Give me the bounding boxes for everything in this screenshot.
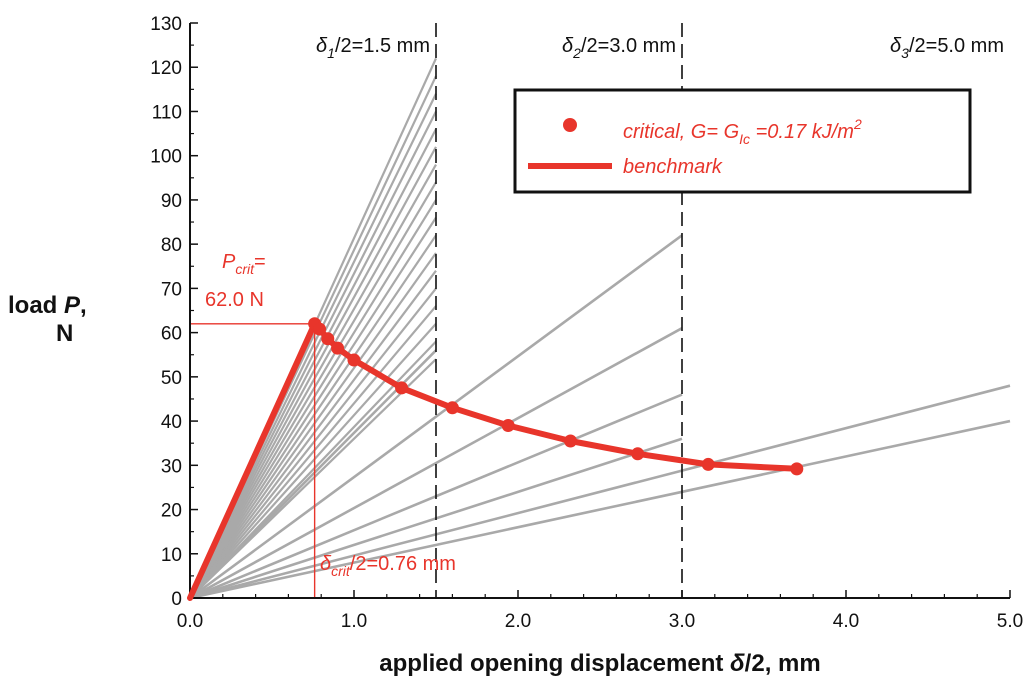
gray-line	[189, 349, 437, 599]
axes-layer: 0 10 20 30 40 50 60 70 80 90 100 110 120 130 0.0 1.0 2.0…	[150, 14, 1023, 632]
gray-line	[189, 323, 437, 599]
benchmark-layer	[187, 317, 804, 601]
y-tick-label: 20	[161, 501, 182, 522]
y-axis-title-line2: N	[56, 320, 73, 347]
y-tick-label: 90	[161, 191, 182, 212]
p-crit-label: Pcrit=	[222, 251, 266, 277]
x-tick-label: 5.0	[997, 611, 1023, 632]
x-tick-label: 4.0	[833, 611, 859, 632]
y-tick-label: 10	[161, 545, 182, 566]
labels-layer: δ1/2=1.5 mm δ2/2=3.0 mm δ3/2=5.0 mm	[316, 35, 1004, 61]
x-axis-title: applied opening displacement δ/2, mm	[379, 650, 820, 677]
x-tick-label: 2.0	[505, 611, 531, 632]
gray-line	[189, 181, 437, 599]
gray-line	[189, 163, 437, 599]
critical-point	[347, 353, 361, 367]
critical-point	[313, 322, 327, 336]
legend: critical, G= GIc =0.17 kJ/m2 benchmark	[513, 88, 972, 194]
y-tick-label: 60	[161, 324, 182, 345]
vertical-line-label: δ3/2=5.0 mm	[890, 35, 1004, 61]
legend-box	[513, 88, 972, 194]
y-tick-label: 70	[161, 279, 182, 300]
y-tick-label: 110	[152, 102, 182, 123]
critical-point	[321, 332, 335, 346]
x-tick-label: 1.0	[341, 611, 367, 632]
gray-line	[189, 234, 437, 599]
legend-benchmark-label: benchmark	[623, 156, 723, 178]
critical-point	[331, 341, 345, 355]
y-tick-label: 130	[150, 14, 182, 35]
delta-crit-label: δcrit/2=0.76 mm	[320, 553, 456, 579]
gray-line	[189, 217, 437, 599]
gray-line	[189, 327, 683, 600]
y-tick-label: 0	[171, 589, 182, 610]
y-tick-label: 50	[161, 368, 182, 389]
gray-line	[189, 419, 1011, 600]
critical-point	[395, 381, 409, 395]
critical-point	[790, 462, 804, 476]
gray-line	[189, 384, 1011, 600]
x-tick-label: 3.0	[669, 611, 695, 632]
gray-line	[189, 287, 437, 599]
y-tick-label: 40	[161, 412, 182, 433]
gray-line	[189, 146, 437, 599]
vertical-line-label: δ1/2=1.5 mm	[316, 35, 430, 61]
critical-point	[445, 401, 459, 415]
vertical-line-label: δ2/2=3.0 mm	[562, 35, 676, 61]
gray-line	[189, 252, 437, 599]
gray-line	[189, 305, 437, 599]
gray-line	[189, 234, 683, 600]
gray-line	[189, 110, 437, 599]
critical-point	[563, 434, 577, 448]
gray-line	[189, 199, 437, 599]
x-tick-label: 0.0	[177, 611, 203, 632]
legend-critical-marker	[563, 118, 577, 132]
critical-point	[701, 457, 715, 471]
critical-point	[631, 447, 645, 461]
y-axis-title-line1: load P,	[8, 292, 87, 319]
y-tick-label: 80	[161, 235, 182, 256]
legend-critical-label: critical, G= GIc =0.17 kJ/m2	[623, 116, 862, 147]
p-crit-value: 62.0 N	[205, 289, 264, 311]
gray-line	[189, 270, 437, 599]
y-tick-label: 120	[150, 58, 182, 79]
y-tick-label: 100	[150, 147, 182, 168]
critical-point	[501, 419, 515, 432]
gray-line	[189, 128, 437, 599]
y-tick-label: 30	[161, 456, 182, 477]
